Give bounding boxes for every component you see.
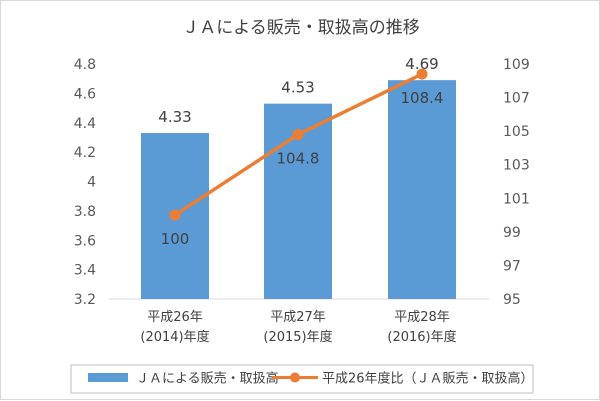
bar-series: 4.33 4.53 4.69 — [141, 55, 456, 299]
y-right-tick-label: 99 — [503, 225, 521, 241]
y-left-tick-label: 3.8 — [74, 204, 96, 220]
bar-value-label: 4.33 — [158, 108, 191, 126]
y-right-tick-label: 101 — [503, 191, 530, 207]
legend-box — [70, 364, 534, 394]
line-point-2 — [292, 129, 304, 140]
y-axis-right: 95 97 99 101 103 105 107 109 — [503, 57, 530, 308]
bar-3 — [388, 80, 456, 299]
bar-value-label: 4.53 — [281, 79, 314, 97]
line-value-label: 104.8 — [277, 150, 320, 168]
y-right-tick-label: 103 — [503, 158, 530, 174]
legend-bar-label: ＪＡによる販売・取扱高 — [136, 371, 279, 387]
category-label-line2: (2014)年度 — [140, 329, 209, 345]
legend: ＪＡによる販売・取扱高 平成26年度比（ＪＡ販売・取扱高） — [70, 364, 534, 394]
y-left-tick-label: 4.8 — [74, 57, 96, 73]
y-right-tick-label: 109 — [503, 57, 530, 73]
category-labels: 平成26年 (2014)年度 平成27年 (2015)年度 平成28年 (2016)年度 — [140, 310, 456, 345]
line-series: 100 104.8 108.4 — [161, 68, 444, 248]
bar-value-label: 4.69 — [405, 55, 438, 73]
legend-line-label: 平成26年度比（ＪＡ販売・取扱高） — [322, 371, 534, 387]
y-left-tick-label: 3.4 — [74, 263, 96, 279]
y-right-tick-label: 105 — [503, 124, 530, 140]
y-left-tick-label: 4.4 — [74, 116, 96, 132]
y-axis-left: 3.2 3.4 3.6 3.8 4 4.2 4.4 4.6 4.8 — [74, 57, 96, 308]
y-left-tick-label: 4.6 — [74, 86, 96, 102]
category-label-line1: 平成28年 — [394, 310, 450, 325]
chart-title: ＪＡによる販売・取扱高の推移 — [182, 18, 420, 38]
legend-bar-swatch — [88, 373, 128, 382]
category-label-line1: 平成27年 — [270, 310, 326, 325]
y-right-tick-label: 97 — [503, 258, 521, 274]
y-left-tick-label: 3.2 — [74, 292, 96, 308]
line-point-1 — [169, 209, 181, 221]
legend-line-marker — [290, 372, 300, 383]
y-right-tick-label: 95 — [503, 292, 521, 308]
category-label-line2: (2016)年度 — [387, 329, 456, 345]
y-left-tick-label: 4 — [87, 175, 96, 191]
line-value-label: 108.4 — [401, 89, 444, 107]
y-right-tick-label: 107 — [503, 91, 530, 107]
line-point-3 — [416, 68, 428, 80]
y-left-tick-label: 4.2 — [74, 145, 96, 161]
line-value-label: 100 — [161, 230, 190, 248]
category-label-line1: 平成26年 — [147, 310, 203, 325]
category-label-line2: (2015)年度 — [263, 329, 332, 345]
y-left-tick-label: 3.6 — [74, 233, 96, 249]
